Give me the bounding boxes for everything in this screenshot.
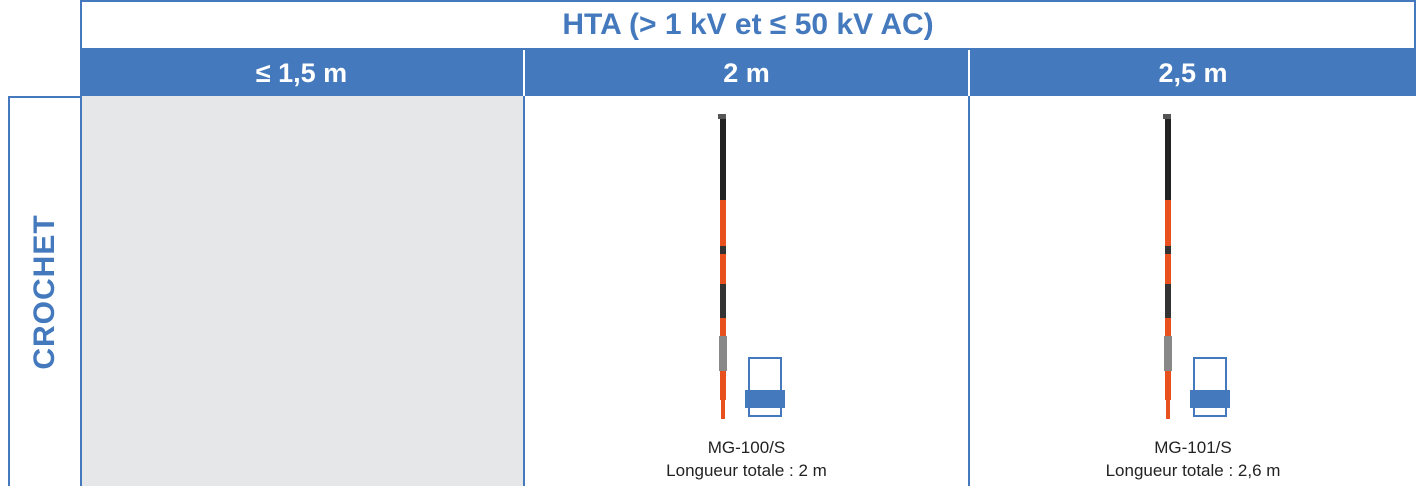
model: MG-100/S: [707, 438, 786, 457]
caption: MG-100/S Longueur totale : 2 m: [525, 436, 968, 482]
product-cell: MG-101/S Longueur totale : 2,6 m: [970, 96, 1416, 486]
length: Longueur totale : 2 m: [666, 461, 827, 480]
model: MG-101/S: [1154, 438, 1232, 457]
length: Longueur totale : 2,6 m: [1105, 461, 1281, 480]
product-cell: MG-100/S Longueur totale : 2 m: [525, 96, 970, 486]
row-header: CROCHET: [8, 96, 82, 486]
column-header: ≤ 1,5 m: [80, 50, 523, 96]
product-image: [718, 114, 785, 419]
column-header: 2,5 m: [970, 50, 1416, 96]
product-image: [1163, 114, 1230, 419]
empty-cell: [82, 96, 525, 486]
row-label: CROCHET: [28, 214, 61, 370]
caption: MG-101/S Longueur totale : 2,6 m: [970, 436, 1416, 482]
table-title: HTA (> 1 kV et ≤ 50 kV AC): [80, 0, 1416, 50]
column-header: 2 m: [525, 50, 968, 96]
